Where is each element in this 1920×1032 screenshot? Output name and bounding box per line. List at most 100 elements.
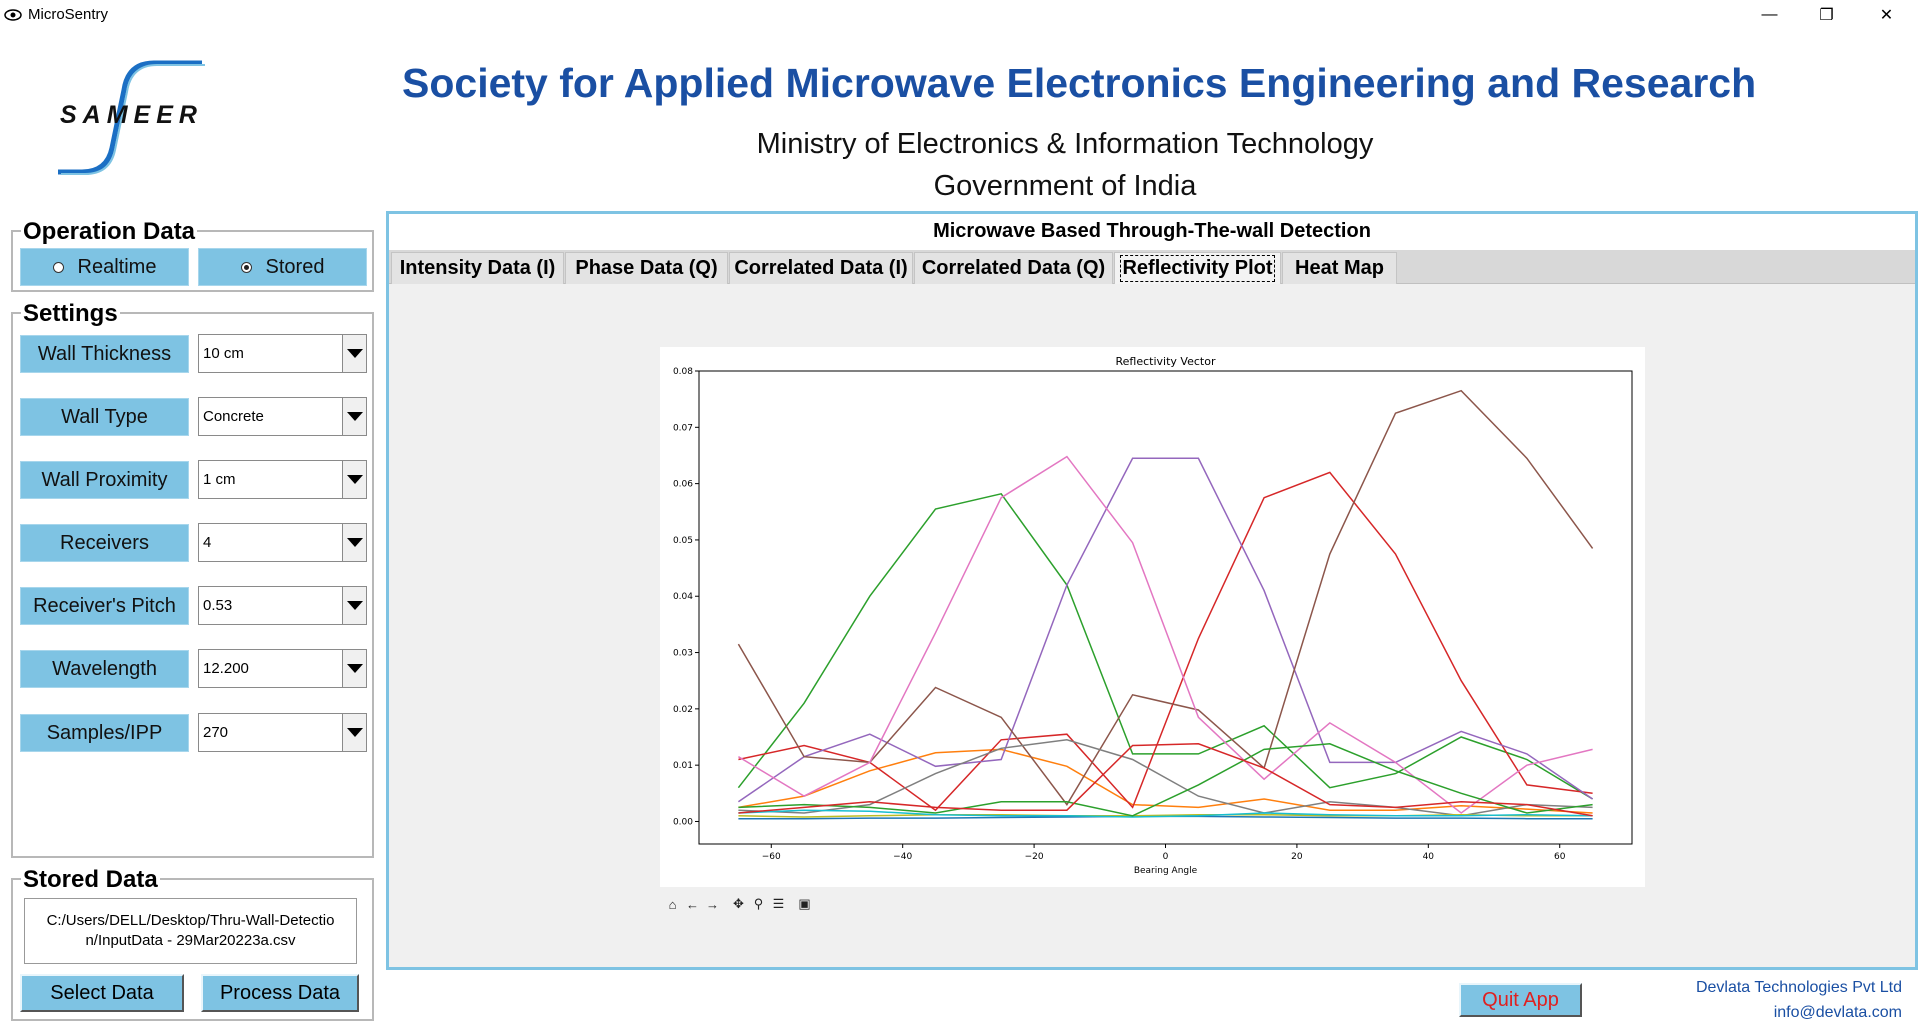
stored-label: Stored [265,255,325,278]
plot-frame [698,370,1633,845]
receivers-value: 4 [203,534,212,551]
tab-phase-data[interactable]: Phase Data (Q) [565,252,728,284]
stored-radio[interactable]: Stored [198,248,367,286]
company-email: info@devlata.com [1773,1004,1902,1021]
pan-icon[interactable]: ✥ [733,896,744,911]
stored-data-label: Stored Data [21,866,160,894]
x-tick-label: 60 [1554,852,1566,862]
y-tick-label: 0.04 [673,592,693,602]
home-icon[interactable]: ⌂ [668,896,677,912]
panel-title: Microwave Based Through-The-wall Detecti… [933,220,1371,242]
forward-icon[interactable]: → [706,896,719,912]
wall-thickness-label: Wall Thickness [20,335,189,373]
realtime-radio[interactable]: Realtime [20,248,189,286]
realtime-radio-indicator[interactable] [52,261,64,273]
wall-type-select[interactable]: Concrete [198,397,367,436]
plot-area: −60 −40 −20 0 20 40 60 0.00 0.01 0.02 0.03 0.04 0.05… [389,284,1915,967]
wavelength-select[interactable]: 12.200 [198,649,367,688]
tab-heat-map[interactable]: Heat Map [1282,252,1397,284]
reflectivity-chart: −60 −40 −20 0 20 40 60 0.00 0.01 0.02 0.03 0.04 0.05… [660,347,1645,887]
maximize-button[interactable]: ❐ [1819,6,1834,24]
series-line-10 [738,743,1593,817]
settings-group: Settings [11,300,374,858]
file-path-line-1: C:/Users/DELL/Desktop/Thru-Wall-Detectio [46,912,335,929]
reflectivity-chart-svg: −60 −40 −20 0 20 40 60 0.00 0.01 0.02 0.03 0.04 0.05… [673,355,1633,876]
series-line-9 [738,809,1593,818]
quit-app-button[interactable]: Quit App [1459,983,1582,1017]
series-line-3 [738,471,1593,812]
file-path-line-2: n/InputData - 29Mar20223a.csv [85,932,296,949]
x-tick-label: 20 [1291,852,1303,862]
wavelength-label: Wavelength [20,650,189,688]
y-tick-label: 0.02 [673,705,693,715]
series-line-5 [737,389,1594,806]
x-tick-label: −60 [762,852,781,862]
x-tick-label: 40 [1423,852,1435,862]
chevron-down-icon[interactable] [342,524,366,561]
chart-title: Reflectivity Vector [1116,355,1216,368]
wall-thickness-value: 10 cm [203,345,244,362]
save-icon[interactable]: ▣ [798,896,811,911]
y-tick-label: 0.08 [673,367,693,377]
series-line-1 [738,748,1593,814]
stored-radio-indicator[interactable] [240,261,252,273]
org-title: Society for Applied Microwave Electronic… [402,60,1757,106]
receivers-select[interactable]: 4 [198,523,367,562]
chevron-down-icon[interactable] [342,335,366,372]
government-title: Government of India [933,170,1197,202]
series-line-2 [737,492,1593,800]
x-tick-label: −20 [1025,852,1044,862]
wall-type-label: Wall Type [20,398,189,436]
y-tick-label: 0.03 [673,649,693,659]
y-tick-label: 0.00 [673,817,693,827]
back-icon[interactable]: ← [686,896,699,912]
series-line-8 [738,813,1593,818]
settings-label: Settings [21,300,120,328]
tab-intensity-data[interactable]: Intensity Data (I) [391,252,564,284]
wall-proximity-select[interactable]: 1 cm [198,460,367,499]
wall-proximity-label: Wall Proximity [20,461,189,499]
eye-icon [4,6,22,24]
receivers-pitch-label: Receiver's Pitch [20,587,189,625]
plot-toolbar: ⌂ ← → ✥ ⚲ ☰ ▣ [663,895,814,915]
svg-text:SAMEER: SAMEER [60,101,203,129]
chevron-down-icon[interactable] [342,714,366,751]
series-line-11 [738,743,1593,817]
chevron-down-icon[interactable] [342,650,366,687]
samples-ipp-value: 270 [203,724,229,741]
x-tick-label: 0 [1163,852,1169,862]
x-tick-label: −40 [893,852,912,862]
wall-thickness-select[interactable]: 10 cm [198,334,367,373]
close-button[interactable]: ✕ [1879,6,1894,24]
tab-bar: Intensity Data (I) Phase Data (Q) Correl… [389,250,1915,284]
x-axis-label: Bearing Angle [1134,866,1198,876]
configure-icon[interactable]: ☰ [772,896,785,911]
chevron-down-icon[interactable] [342,398,366,435]
tab-reflectivity-plot[interactable]: Reflectivity Plot [1114,252,1281,284]
operation-data-group: Operation Data [11,218,374,292]
samples-ipp-select[interactable]: 270 [198,713,367,752]
operation-data-label: Operation Data [21,218,198,246]
process-data-button[interactable]: Process Data [201,974,359,1012]
chevron-down-icon[interactable] [342,461,366,498]
file-path-display: C:/Users/DELL/Desktop/Thru-Wall-Detectio… [24,898,357,964]
y-tick-label: 0.01 [673,761,693,771]
tab-correlated-data-q[interactable]: Correlated Data (Q) [914,252,1113,284]
select-data-button[interactable]: Select Data [20,974,184,1012]
wall-type-value: Concrete [203,408,264,425]
receivers-pitch-value: 0.53 [203,597,233,614]
zoom-icon[interactable]: ⚲ [753,896,764,911]
title-bar: MicroSentry — ❐ ✕ [0,0,1920,29]
receivers-pitch-select[interactable]: 0.53 [198,586,367,625]
company-name: Devlata Technologies Pvt Ltd [1695,979,1902,996]
minimize-button[interactable]: — [1761,5,1778,23]
window-title: MicroSentry [28,6,109,23]
ministry-title: Ministry of Electronics & Information Te… [756,128,1374,160]
realtime-label: Realtime [77,255,157,278]
stored-data-group: Stored Data [11,866,374,1021]
y-tick-label: 0.05 [673,536,693,546]
tab-correlated-data-i[interactable]: Correlated Data (I) [729,252,913,284]
wavelength-value: 12.200 [203,660,249,677]
chevron-down-icon[interactable] [342,587,366,624]
series-line-6 [738,455,1593,814]
